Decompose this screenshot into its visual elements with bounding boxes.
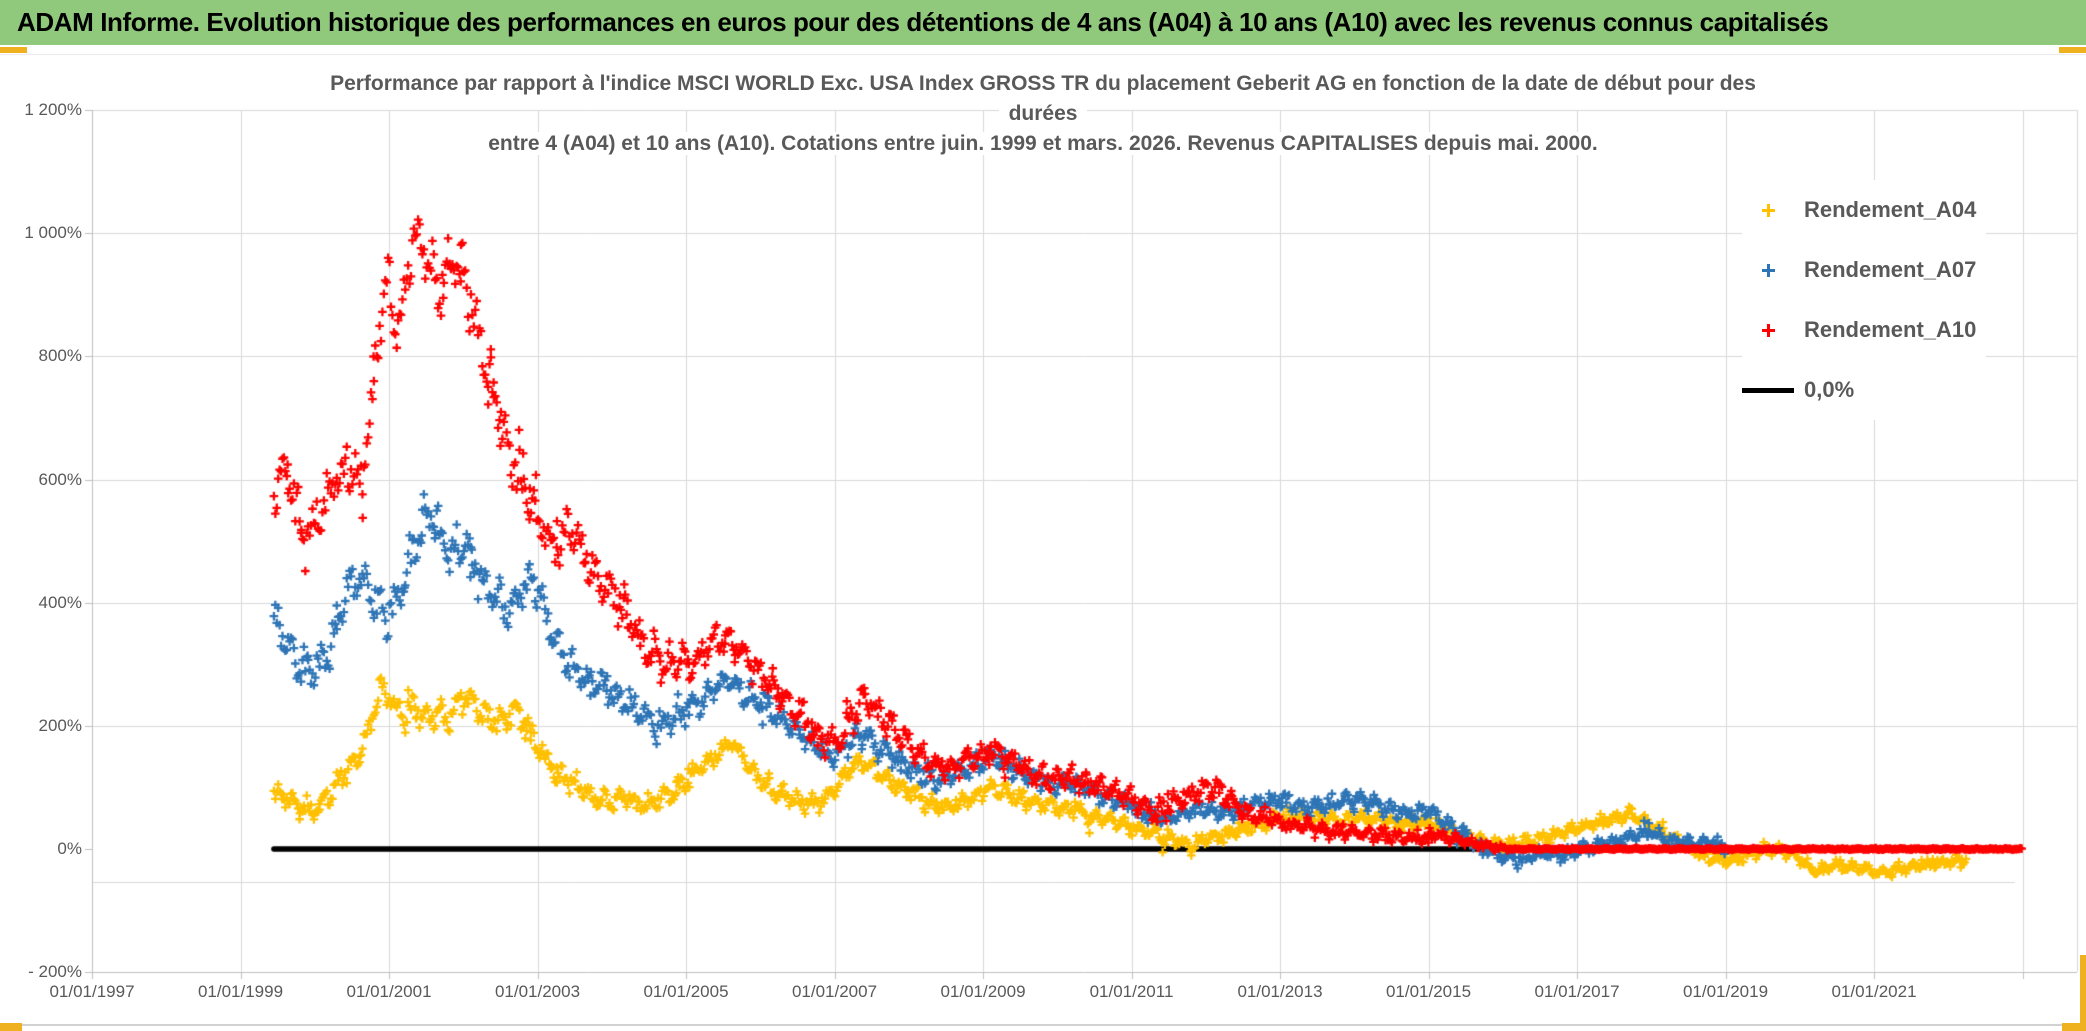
gold-accent-right-edge — [2080, 955, 2086, 1031]
x-axis-label: 01/01/2005 — [643, 982, 729, 1001]
x-axis-label: 01/01/2009 — [940, 982, 1026, 1001]
gold-accent-top-left — [0, 47, 27, 53]
y-axis-label: 200% — [38, 715, 82, 735]
chart-legend: Rendement_A04 Rendement_A07 Rendement_A1… — [1742, 180, 1986, 420]
legend-item-rendement-a10: Rendement_A10 — [1742, 300, 1980, 360]
legend-marker-box — [1742, 263, 1794, 277]
gold-accent-bottom-right — [2062, 1023, 2086, 1031]
chart-title-line-2: durées — [0, 99, 2086, 129]
legend-item-rendement-a04: Rendement_A04 — [1742, 180, 1980, 240]
x-axis-label: 01/01/1997 — [49, 982, 135, 1001]
chart-title-text-1: Performance par rapport à l'indice MSCI … — [320, 72, 1766, 95]
y-axis-label: 800% — [38, 346, 82, 366]
chart-title-text-2: durées — [998, 102, 1088, 125]
x-axis-label: 01/01/1999 — [197, 982, 284, 1001]
x-axis-label: 01/01/2021 — [1831, 982, 1917, 1001]
x-axis-label: 01/01/2015 — [1385, 982, 1472, 1001]
y-axis-label: 1 000% — [24, 223, 82, 243]
gold-accent-top-right — [2059, 47, 2086, 53]
chart-title: Performance par rapport à l'indice MSCI … — [0, 69, 2086, 159]
legend-item-rendement-a07: Rendement_A07 — [1742, 240, 1980, 300]
x-axis-label: 01/01/2017 — [1534, 982, 1620, 1001]
bottom-border-line — [0, 1024, 2086, 1026]
x-axis-label: 01/01/2019 — [1682, 982, 1769, 1001]
banner-title: ADAM Informe. Evolution historique des p… — [17, 7, 1829, 37]
x-axis-label: 01/01/2011 — [1089, 982, 1174, 1001]
legend-label-zero: 0,0% — [1804, 377, 1855, 402]
legend-label-a07: Rendement_A07 — [1804, 257, 1977, 282]
gold-accent-bottom-left — [0, 1023, 22, 1031]
rendement-a07-plus-marker-icon — [1761, 263, 1775, 277]
chart-title-line-3: entre 4 (A04) et 10 ans (A10). Cotations… — [0, 129, 2086, 159]
y-axis-label: - 200% — [28, 962, 82, 982]
zero-line-marker-icon — [1742, 387, 1794, 393]
y-axis-label: 1 200% — [24, 100, 82, 120]
rendement-a10-plus-marker-icon — [1761, 323, 1775, 337]
legend-marker-box — [1742, 203, 1794, 217]
legend-label-a10: Rendement_A10 — [1804, 317, 1977, 342]
x-axis-label: 01/01/2013 — [1237, 982, 1323, 1001]
chart-title-text-3: entre 4 (A04) et 10 ans (A10). Cotations… — [478, 132, 1608, 155]
y-axis-label: 0% — [57, 839, 82, 858]
x-axis-label: 01/01/2003 — [494, 982, 581, 1001]
chart-title-line-1: Performance par rapport à l'indice MSCI … — [0, 69, 2086, 99]
banner: ADAM Informe. Evolution historique des p… — [0, 0, 2086, 45]
y-axis-label: 600% — [38, 469, 82, 489]
banner-divider — [0, 54, 2086, 55]
rendement-a04-plus-marker-icon — [1761, 203, 1775, 217]
legend-item-zero-line: 0,0% — [1742, 360, 1980, 420]
y-axis-label: 400% — [38, 592, 82, 612]
legend-label-a04: Rendement_A04 — [1804, 197, 1977, 222]
x-axis-label: 01/01/2001 — [346, 982, 432, 1001]
legend-marker-box — [1742, 323, 1794, 337]
x-axis-label: 01/01/2007 — [791, 982, 878, 1001]
